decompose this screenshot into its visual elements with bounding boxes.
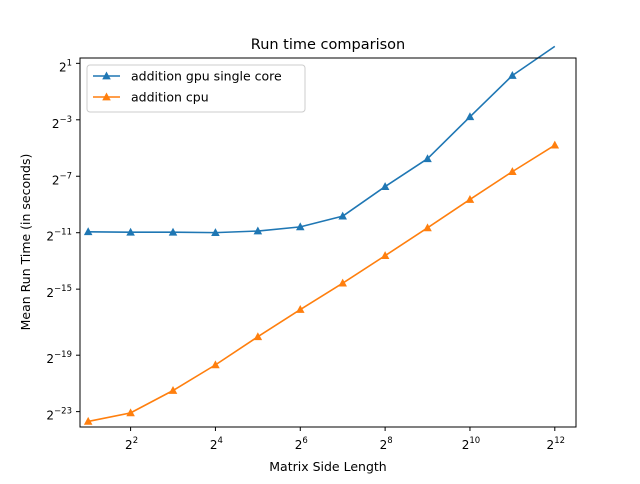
y-tick-label-base: 2 (46, 286, 54, 300)
x-tick-label: 28 (380, 436, 393, 452)
data-point (465, 194, 475, 203)
legend-marker (102, 92, 111, 101)
y-axis: 2−232−192−152−112−72−321 (46, 58, 80, 423)
y-tick-label-base: 2 (46, 230, 54, 244)
y-tick-label-exponent: −19 (54, 350, 72, 360)
data-point (423, 154, 432, 163)
y-tick-label-base: 2 (52, 117, 60, 131)
x-tick-label-base: 2 (547, 438, 555, 452)
data-point (83, 416, 93, 425)
y-tick-label: 2−11 (46, 228, 72, 244)
x-tick-label-exponent: 8 (387, 436, 392, 446)
data-point (168, 386, 178, 394)
y-tick-label: 2−15 (46, 284, 72, 300)
y-tick-label: 2−3 (52, 115, 72, 131)
data-point (295, 222, 305, 231)
x-tick-label-exponent: 6 (302, 436, 307, 446)
data-point (126, 408, 135, 417)
series-line (88, 144, 556, 423)
data-point (380, 251, 390, 260)
y-tick-label: 21 (59, 58, 72, 74)
plot-area (83, 45, 560, 425)
x-axis: 22 24 26 28 210 212 (125, 427, 565, 452)
data-point (211, 228, 220, 236)
data-point (83, 227, 93, 236)
x-tick-label-exponent: 12 (554, 436, 565, 446)
x-tick-label: 26 (295, 436, 308, 452)
y-axis-label: Mean Run Time (in seconds) (18, 154, 33, 331)
x-tick-label-exponent: 4 (218, 436, 223, 446)
y-tick-label-base: 2 (59, 60, 67, 74)
x-tick-label-base: 2 (295, 438, 303, 452)
y-tick-label: 2−7 (52, 171, 72, 187)
x-tick-label-base: 2 (125, 438, 133, 452)
y-tick-label-exponent: −15 (54, 284, 72, 294)
data-point (253, 332, 263, 341)
data-point (126, 227, 135, 236)
data-point (508, 167, 517, 176)
y-tick-label-exponent: −3 (59, 115, 72, 125)
data-point (211, 360, 220, 369)
x-tick-label: 24 (210, 436, 223, 452)
data-point (423, 223, 432, 232)
data-point (550, 140, 560, 149)
x-tick-label-base: 2 (380, 438, 388, 452)
data-point (168, 227, 178, 236)
y-tick-label-exponent: −7 (59, 171, 72, 181)
x-tick-label: 212 (547, 436, 565, 452)
y-tick-label-exponent: −11 (54, 228, 72, 238)
data-point (380, 182, 390, 190)
data-point (295, 305, 305, 313)
x-tick-label-base: 2 (210, 438, 218, 452)
y-tick-label-base: 2 (52, 173, 60, 187)
x-tick-label: 210 (462, 436, 480, 452)
x-tick-label-exponent: 10 (469, 436, 480, 446)
data-point (253, 226, 263, 235)
legend-label: addition gpu single core (131, 69, 282, 84)
x-axis-label: Matrix Side Length (269, 459, 386, 474)
x-tick-label-exponent: 2 (133, 436, 138, 446)
y-tick-label-exponent: 1 (67, 58, 72, 68)
series-line (88, 45, 556, 234)
plot-frame (79, 57, 577, 428)
y-tick-label: 2−23 (46, 407, 72, 423)
series-2 (83, 140, 560, 425)
legend-marker (102, 71, 111, 80)
legend-label: addition cpu (131, 90, 209, 105)
legend: addition gpu single core addition cpu (86, 64, 306, 113)
legend-box (86, 64, 306, 113)
series-1 (83, 45, 556, 236)
y-tick-label-base: 2 (46, 409, 54, 423)
chart-title: Run time comparison (251, 37, 405, 53)
y-tick-label-exponent: −23 (54, 407, 72, 417)
data-point (508, 71, 517, 79)
data-point (465, 112, 475, 121)
x-tick-label-base: 2 (462, 438, 470, 452)
x-tick-label: 22 (125, 436, 138, 452)
y-tick-label-base: 2 (46, 352, 54, 366)
data-point (338, 278, 347, 287)
legend-entries: addition gpu single core addition cpu (93, 69, 282, 105)
data-point (338, 211, 347, 220)
y-tick-label: 2−19 (46, 350, 72, 366)
